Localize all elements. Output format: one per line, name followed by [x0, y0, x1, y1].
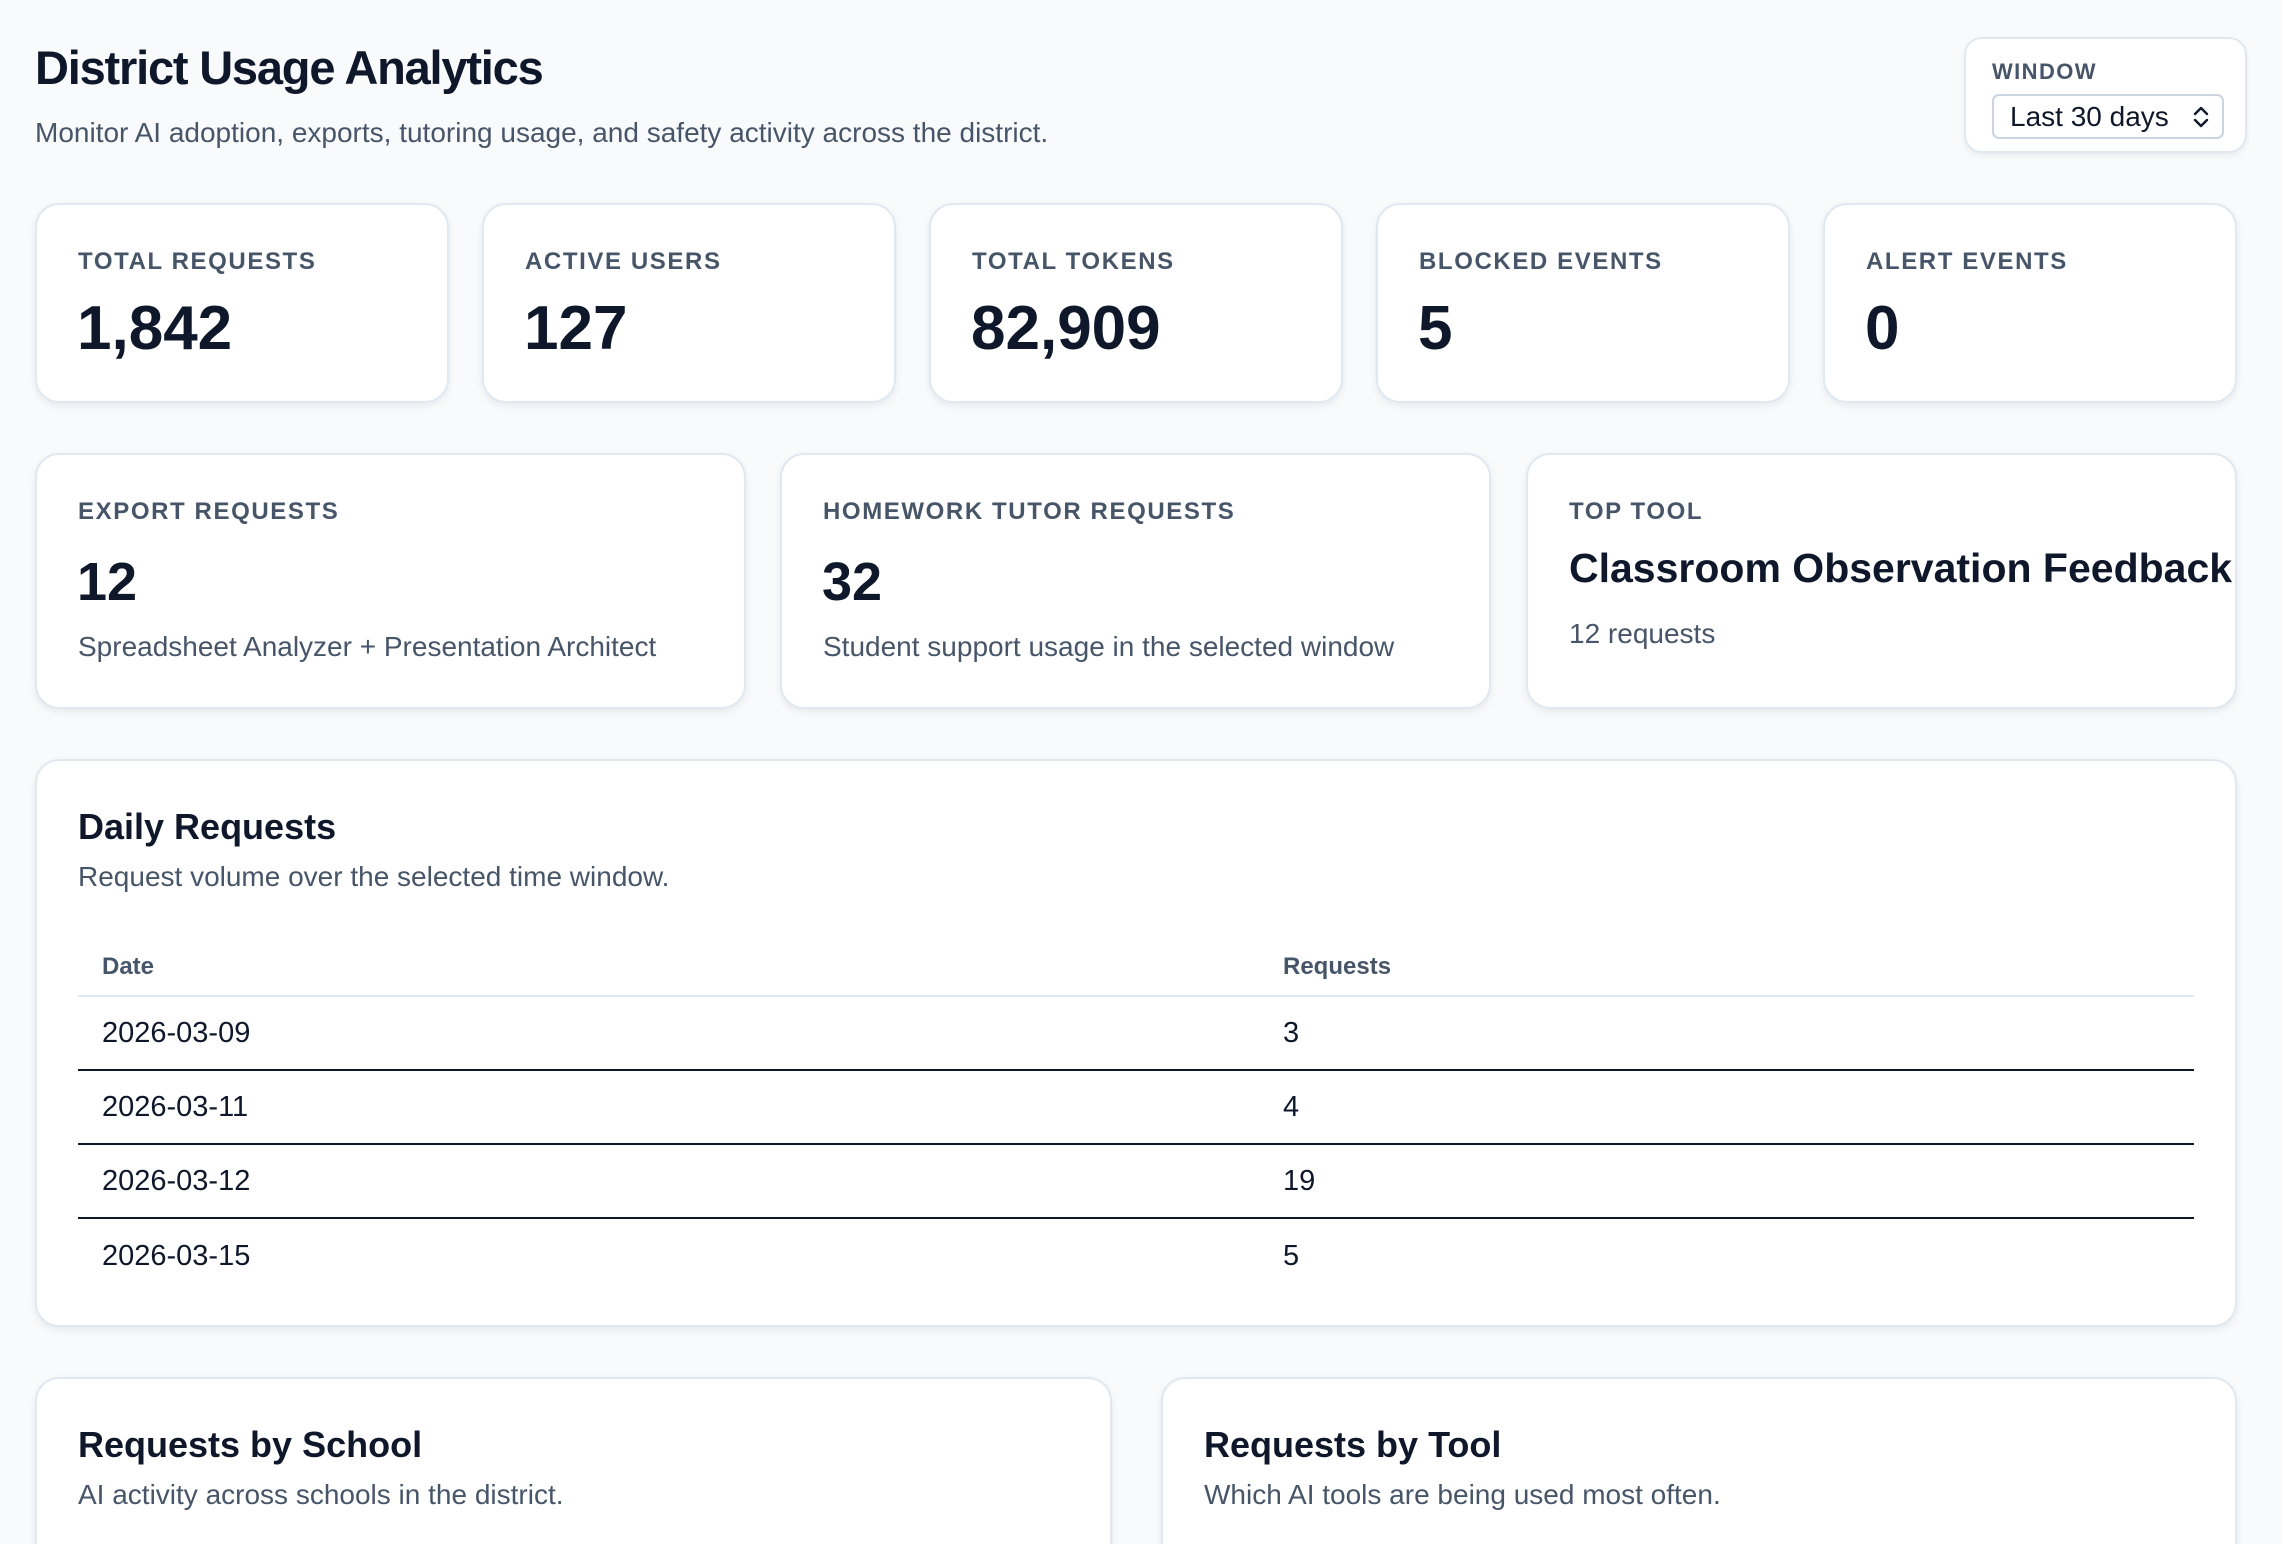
metric-card-top-tool: TOP TOOL Classroom Observation Feedback … — [1526, 453, 2237, 709]
metric-card-blocked-events: BLOCKED EVENTS 5 — [1376, 203, 1790, 403]
section-title: Daily Requests — [78, 806, 337, 847]
metric-label: TOP TOOL — [1569, 498, 1704, 525]
table-row: 2026-03-15 5 — [78, 1219, 2194, 1293]
metric-value: 5 — [1418, 294, 1453, 363]
section-subtitle: Which AI tools are being used most often… — [1204, 1479, 1721, 1510]
metric-value: 32 — [822, 552, 883, 612]
table-header: Date Requests — [78, 939, 2194, 997]
metric-card-homework-tutor: HOMEWORK TUTOR REQUESTS 32 Student suppo… — [780, 453, 1491, 709]
cell-date: 2026-03-09 — [102, 1016, 251, 1049]
table-row: 2026-03-11 4 — [78, 1071, 2194, 1145]
metric-value: 1,842 — [77, 294, 233, 363]
metric-card-total-requests: TOTAL REQUESTS 1,842 — [35, 203, 449, 403]
section-subtitle: Request volume over the selected time wi… — [78, 861, 670, 892]
table-row: 2026-03-09 3 — [78, 997, 2194, 1071]
page-header: District Usage Analytics Monitor AI adop… — [35, 0, 2247, 196]
cell-requests: 4 — [1283, 1090, 1300, 1123]
metric-card-active-users: ACTIVE USERS 127 — [482, 203, 896, 403]
table-row: 2026-03-12 19 — [78, 1145, 2194, 1219]
section-title: Requests by School — [78, 1424, 423, 1465]
column-header-requests: Requests — [1283, 953, 1392, 980]
metric-value: 0 — [1865, 294, 1900, 363]
metric-note: 12 requests — [1569, 618, 1716, 649]
chevron-up-down-icon — [2193, 106, 2209, 128]
metric-note: Student support usage in the selected wi… — [823, 631, 1395, 662]
window-filter: WINDOW Last 30 days — [1964, 37, 2247, 153]
metric-label: BLOCKED EVENTS — [1419, 248, 1663, 275]
page-subtitle: Monitor AI adoption, exports, tutoring u… — [35, 117, 1049, 148]
cell-date: 2026-03-15 — [102, 1239, 251, 1272]
requests-by-school-card: Requests by School AI activity across sc… — [35, 1377, 1112, 1544]
window-label: WINDOW — [1992, 59, 2097, 84]
metric-card-total-tokens: TOTAL TOKENS 82,909 — [929, 203, 1343, 403]
metric-card-alert-events: ALERT EVENTS 0 — [1823, 203, 2237, 403]
metric-label: TOTAL TOKENS — [972, 248, 1175, 275]
section-subtitle: AI activity across schools in the distri… — [78, 1479, 564, 1510]
column-header-date: Date — [102, 953, 155, 980]
page-title: District Usage Analytics — [35, 41, 544, 94]
window-select-value: Last 30 days — [2010, 100, 2169, 132]
metric-note: Spreadsheet Analyzer + Presentation Arch… — [78, 631, 657, 662]
metric-label: TOTAL REQUESTS — [78, 248, 317, 275]
daily-requests-table: Date Requests 2026-03-09 3 2026-03-11 4 … — [78, 939, 2194, 1293]
cell-requests: 19 — [1283, 1164, 1316, 1197]
daily-requests-card: Daily Requests Request volume over the s… — [35, 759, 2237, 1327]
section-title: Requests by Tool — [1204, 1424, 1502, 1465]
metric-value: 127 — [524, 294, 628, 363]
cell-date: 2026-03-12 — [102, 1164, 251, 1197]
window-select[interactable]: Last 30 days — [1992, 94, 2224, 139]
top-tool-name: Classroom Observation Feedback — [1569, 545, 2233, 591]
metric-card-export-requests: EXPORT REQUESTS 12 Spreadsheet Analyzer … — [35, 453, 746, 709]
metric-label: HOMEWORK TUTOR REQUESTS — [823, 498, 1236, 525]
metric-label: EXPORT REQUESTS — [78, 498, 340, 525]
requests-by-tool-card: Requests by Tool Which AI tools are bein… — [1161, 1377, 2237, 1544]
metric-value: 12 — [77, 552, 138, 612]
metric-label: ACTIVE USERS — [525, 248, 722, 275]
metric-value: 82,909 — [971, 294, 1161, 363]
cell-requests: 5 — [1283, 1239, 1300, 1272]
metric-label: ALERT EVENTS — [1866, 248, 2068, 275]
cell-requests: 3 — [1283, 1016, 1300, 1049]
cell-date: 2026-03-11 — [102, 1090, 249, 1123]
